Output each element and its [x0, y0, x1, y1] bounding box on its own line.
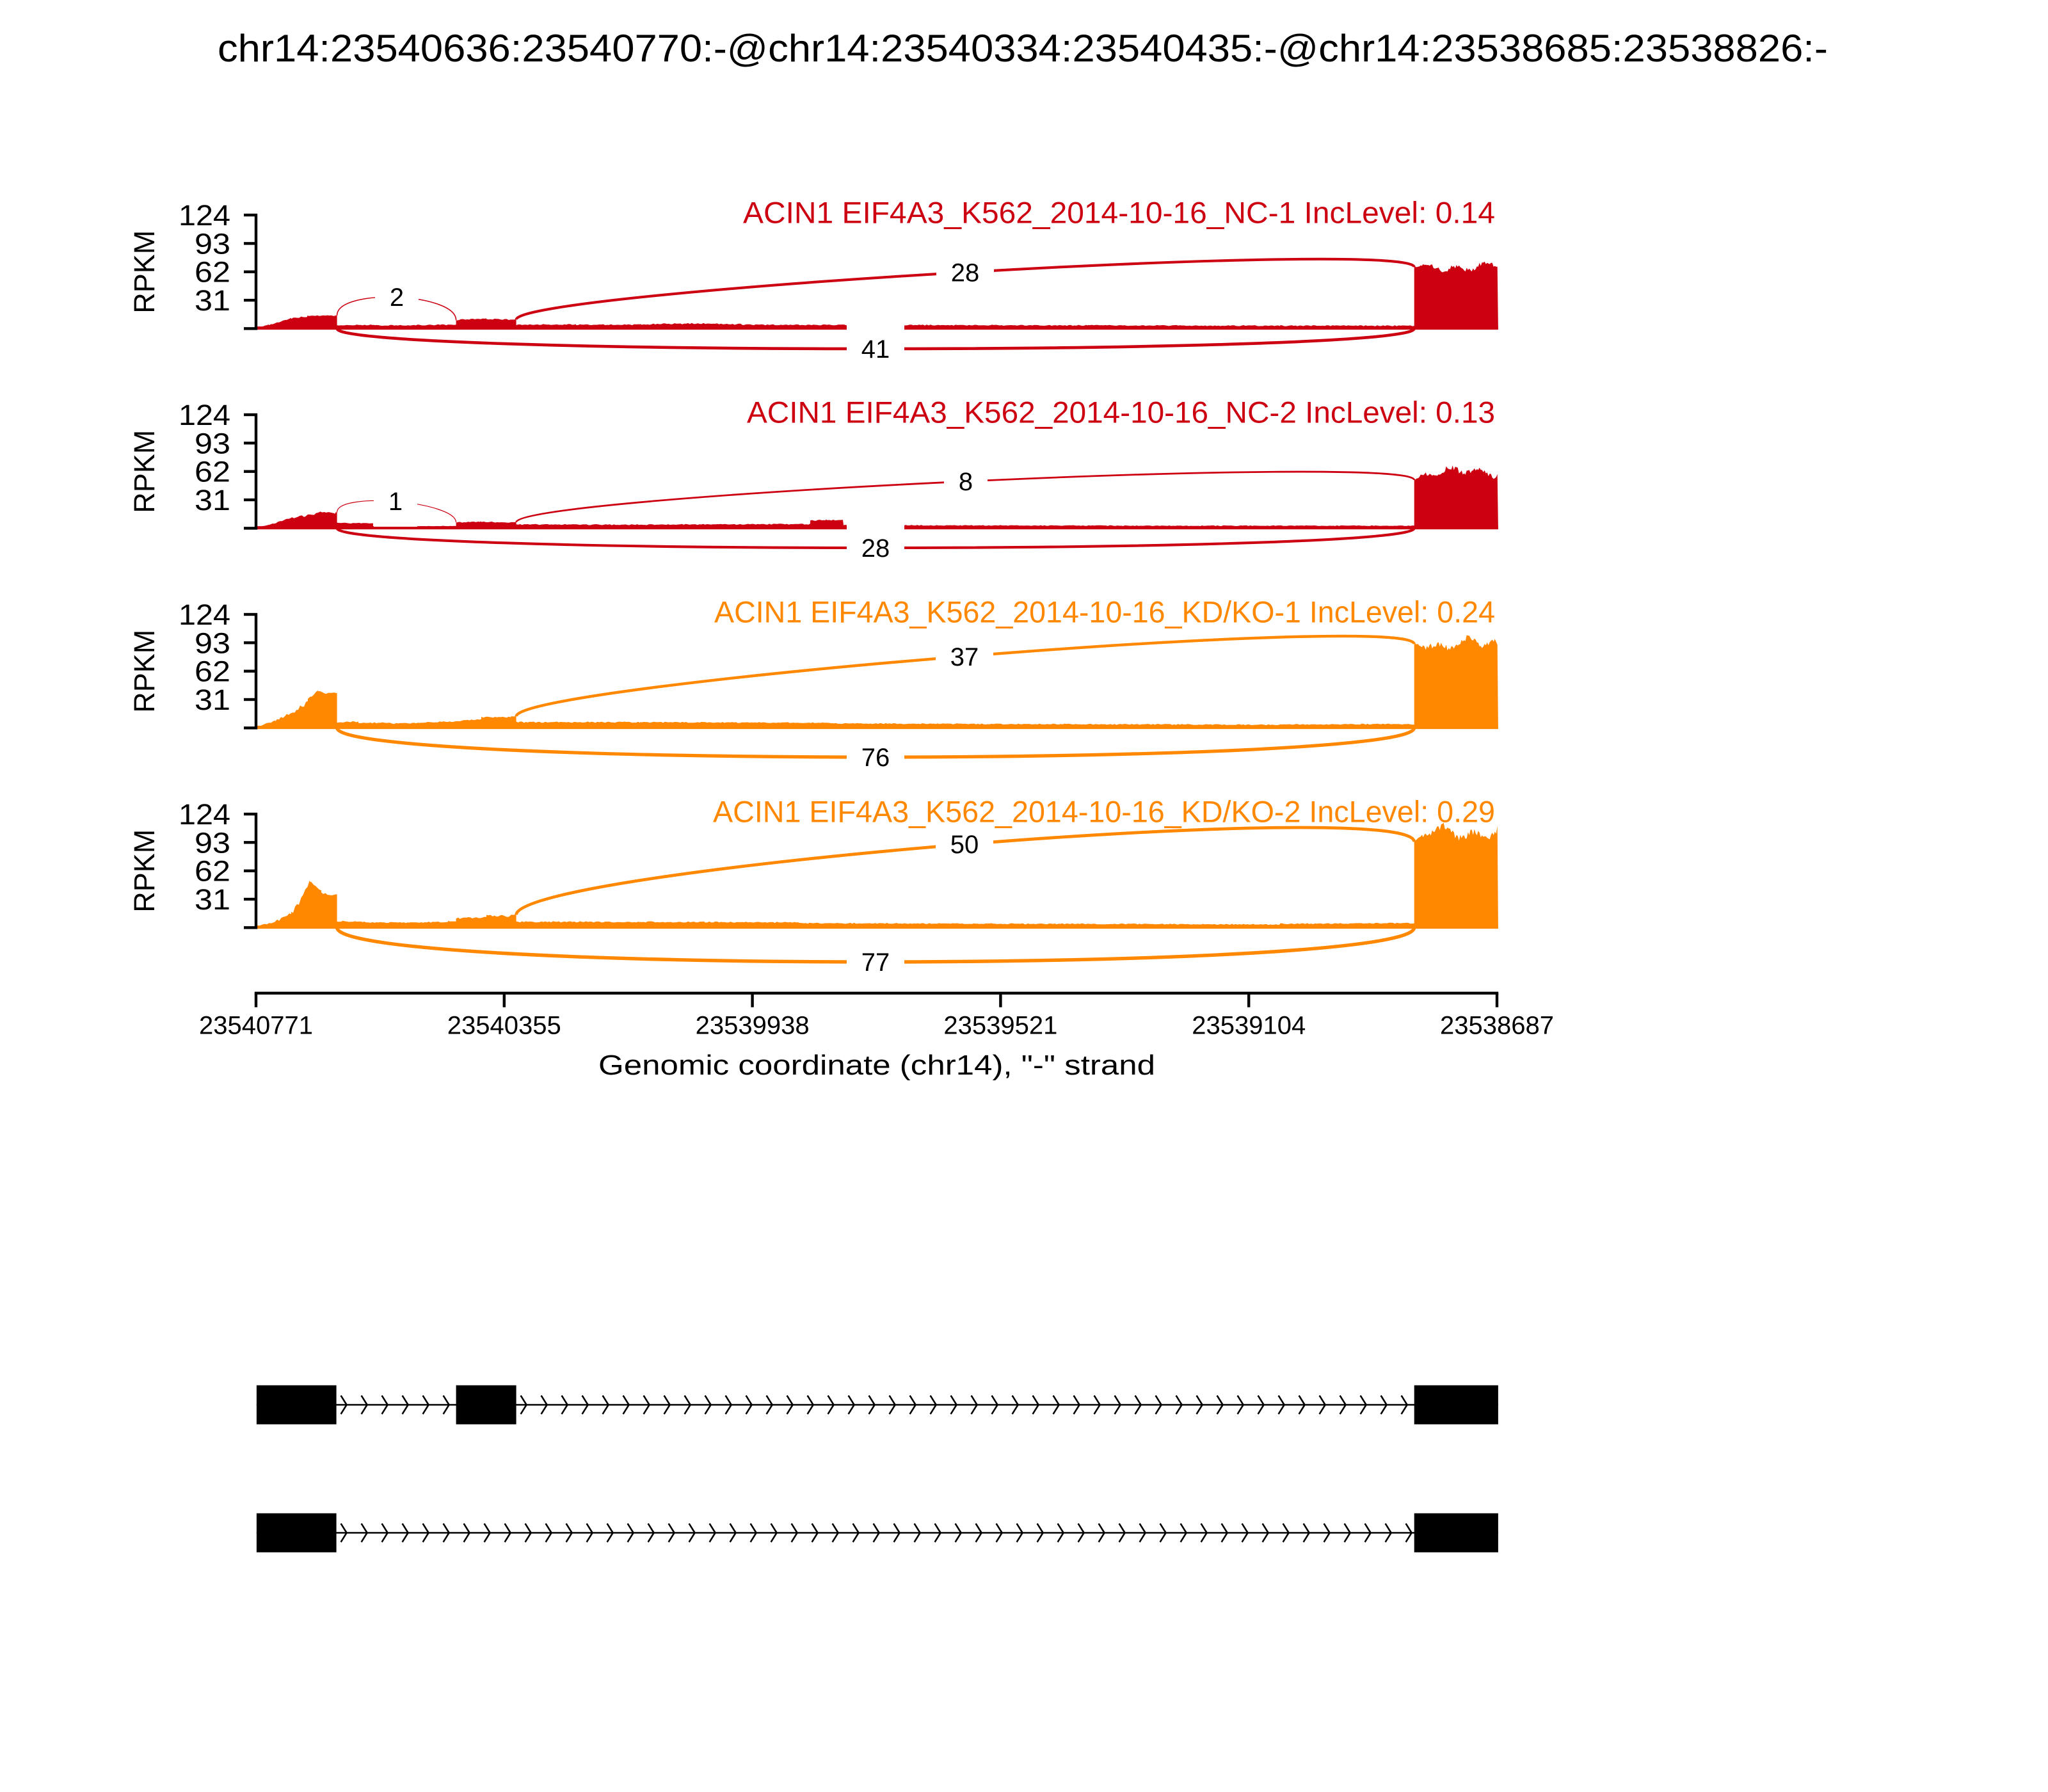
svg-text:93: 93	[195, 227, 230, 260]
svg-text:23540355: 23540355	[447, 1012, 561, 1040]
svg-text:RPKM: RPKM	[128, 230, 161, 314]
svg-text:93: 93	[195, 826, 230, 859]
svg-text:RPKM: RPKM	[128, 430, 161, 513]
svg-text:124: 124	[179, 399, 230, 431]
svg-text:23539104: 23539104	[1192, 1012, 1306, 1040]
svg-text:23540771: 23540771	[199, 1012, 313, 1040]
svg-text:8: 8	[959, 468, 973, 496]
svg-text:23538687: 23538687	[1440, 1012, 1554, 1040]
svg-text:62: 62	[195, 256, 230, 289]
svg-text:ACIN1 EIF4A3_K562_2014-10-16_K: ACIN1 EIF4A3_K562_2014-10-16_KD/KO-1 Inc…	[714, 595, 1495, 629]
svg-text:28: 28	[951, 259, 980, 287]
svg-text:124: 124	[179, 199, 230, 232]
svg-text:28: 28	[861, 534, 890, 563]
svg-text:41: 41	[861, 335, 890, 364]
svg-text:93: 93	[195, 627, 230, 659]
svg-text:23539938: 23539938	[696, 1012, 810, 1040]
svg-text:76: 76	[861, 744, 890, 772]
svg-text:ACIN1 EIF4A3_K562_2014-10-16_N: ACIN1 EIF4A3_K562_2014-10-16_NC-1 IncLev…	[743, 196, 1495, 230]
svg-text:Genomic coordinate (chr14), "-: Genomic coordinate (chr14), "-" strand	[598, 1050, 1155, 1081]
svg-text:124: 124	[179, 598, 230, 631]
svg-text:chr14:23540636:23540770:-@chr1: chr14:23540636:23540770:-@chr14:23540334…	[218, 27, 1828, 70]
svg-text:23539521: 23539521	[943, 1012, 1057, 1040]
svg-text:62: 62	[195, 855, 230, 888]
svg-text:37: 37	[950, 643, 979, 671]
svg-text:RPKM: RPKM	[128, 829, 161, 913]
svg-text:1: 1	[388, 488, 403, 516]
svg-text:ACIN1 EIF4A3_K562_2014-10-16_K: ACIN1 EIF4A3_K562_2014-10-16_KD/KO-2 Inc…	[713, 795, 1495, 829]
svg-text:31: 31	[195, 883, 230, 916]
svg-text:62: 62	[195, 655, 230, 688]
svg-text:50: 50	[950, 831, 979, 859]
svg-text:ACIN1 EIF4A3_K562_2014-10-16_N: ACIN1 EIF4A3_K562_2014-10-16_NC-2 IncLev…	[747, 396, 1495, 429]
svg-text:124: 124	[179, 798, 230, 831]
svg-text:77: 77	[861, 948, 890, 977]
svg-text:31: 31	[195, 684, 230, 716]
svg-text:31: 31	[195, 484, 230, 516]
svg-text:RPKM: RPKM	[128, 630, 161, 713]
svg-text:2: 2	[390, 284, 404, 312]
svg-text:31: 31	[195, 284, 230, 317]
svg-text:93: 93	[195, 427, 230, 460]
svg-text:62: 62	[195, 456, 230, 488]
